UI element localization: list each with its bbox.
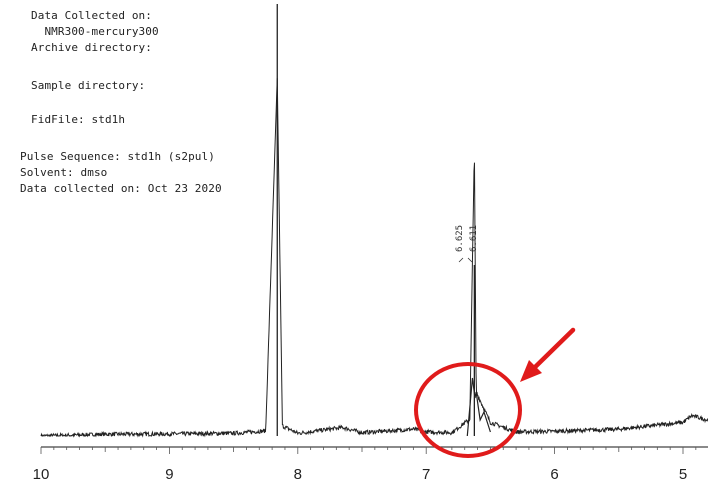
x-tick-labels: 10 9 8 7 6 5 [33, 466, 688, 483]
x-tick-label: 5 [679, 466, 687, 483]
x-tick-label: 8 [294, 466, 302, 483]
peak-label-6-611: 6.611 [469, 225, 479, 252]
x-tick-label: 7 [422, 466, 430, 483]
x-tick-label: 6 [550, 466, 558, 483]
peak-label-bracket [459, 258, 472, 262]
peak-label-6-625: 6.625 [455, 225, 465, 252]
x-tick-label: 9 [165, 466, 173, 483]
annotations [416, 330, 573, 456]
highlight-circle [416, 364, 520, 456]
x-tick-label: 10 [33, 466, 50, 483]
spectrum-trace [41, 78, 708, 436]
x-axis [41, 447, 708, 454]
spectrum-series [41, 4, 708, 436]
highlight-arrow-shaft [530, 330, 573, 372]
